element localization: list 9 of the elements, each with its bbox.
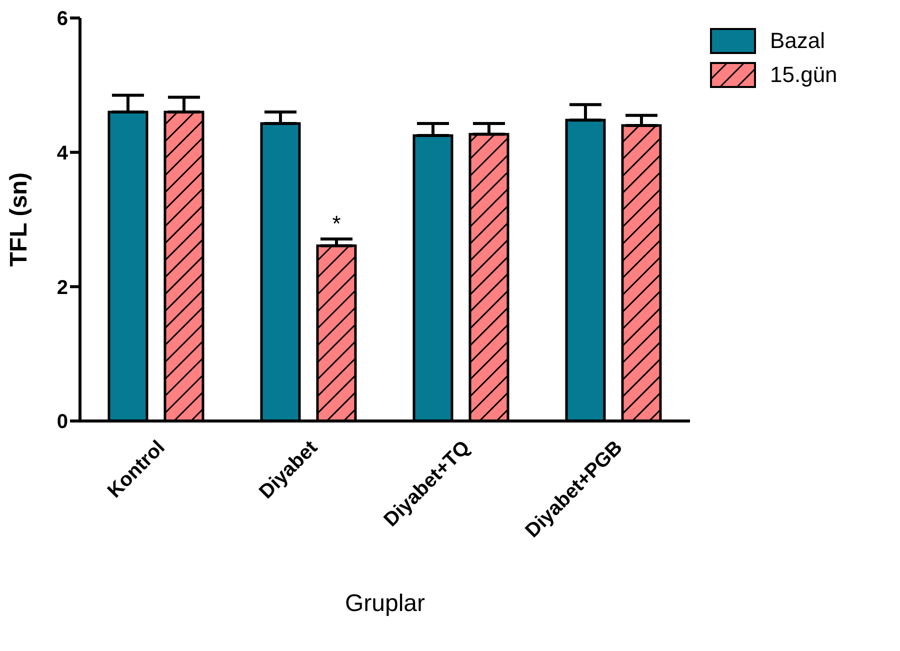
legend-label: 15.gün xyxy=(770,62,838,88)
x-axis-title: Gruplar xyxy=(344,590,426,617)
annotation: * xyxy=(332,210,342,236)
y-tick-label: 0 xyxy=(56,411,68,434)
y-axis-title: TFL (sn) xyxy=(6,172,33,267)
y-tick-label: 2 xyxy=(56,276,68,299)
legend-label: Bazal xyxy=(770,28,826,54)
y-tick-label: 6 xyxy=(56,8,68,30)
y-tick-label: 4 xyxy=(56,142,69,164)
